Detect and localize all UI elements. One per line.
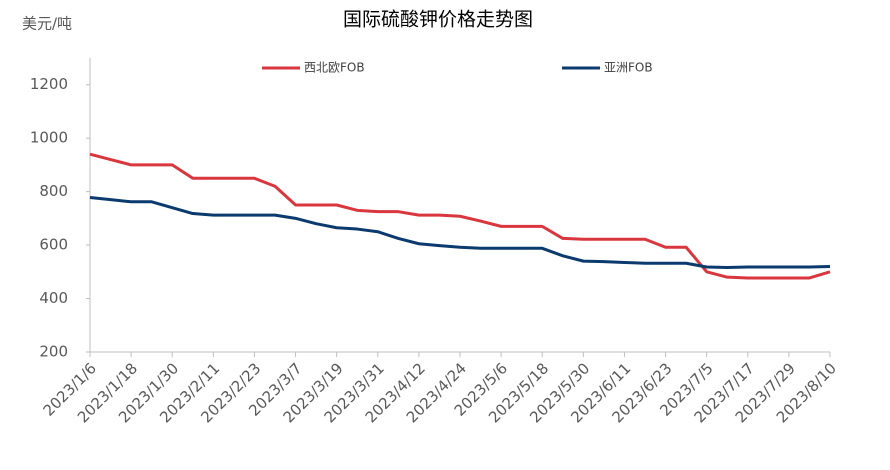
- y-tick-label: 800: [39, 182, 68, 200]
- line-series: [89, 196, 831, 270]
- y-tick-label: 1000: [30, 129, 68, 147]
- y-tick-label: 600: [39, 236, 68, 254]
- line-series: [89, 152, 831, 280]
- chart-title: 国际硫酸钾价格走势图: [343, 9, 533, 31]
- y-tick-label: 400: [39, 289, 68, 307]
- y-tick-label: 1200: [30, 75, 68, 93]
- y-tick-label: 200: [39, 343, 68, 361]
- legend-label: 西北欧FOB: [304, 61, 365, 75]
- legend-label: 亚洲FOB: [604, 61, 653, 75]
- y-axis-label: 美元/吨: [22, 15, 72, 33]
